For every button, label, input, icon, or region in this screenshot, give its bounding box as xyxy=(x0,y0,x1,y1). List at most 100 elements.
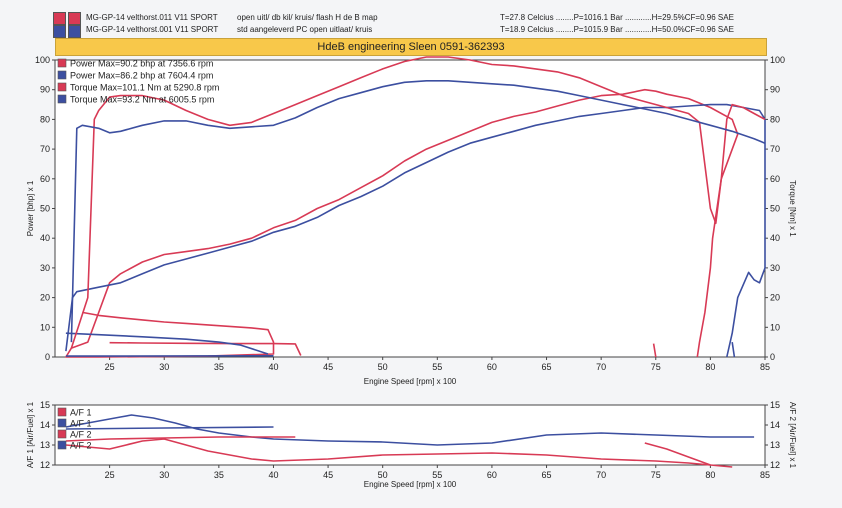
x-tick-label: 65 xyxy=(542,362,552,372)
y-left-tick-label: 12 xyxy=(40,460,50,470)
x-tick-label: 25 xyxy=(105,362,115,372)
y-left-tick-label: 13 xyxy=(40,440,50,450)
series-line-1-3 xyxy=(65,436,296,442)
legend-label: A/F 1 xyxy=(70,419,92,429)
x-tick-label: 85 xyxy=(760,470,770,480)
y-left-tick-label: 70 xyxy=(40,144,50,154)
x-tick-label: 50 xyxy=(378,362,388,372)
x-tick-label: 30 xyxy=(159,470,169,480)
y-right-tick-label: 13 xyxy=(770,440,780,450)
x-tick-label: 25 xyxy=(105,470,115,480)
y-left-tick-label: 40 xyxy=(40,233,50,243)
legend-swatch xyxy=(57,418,67,428)
series-line-1-1 xyxy=(65,426,274,430)
legend-label: A/F 2 xyxy=(70,441,92,451)
y-right-tick-label: 50 xyxy=(770,204,780,214)
y-right-axis-label: Torque [Nm] x 1 xyxy=(788,180,797,237)
legend-label: Power Max=90.2 bhp at 7356.6 rpm xyxy=(70,59,213,69)
y-left-tick-label: 90 xyxy=(40,85,50,95)
x-tick-label: 35 xyxy=(214,470,224,480)
y-left-tick-label: 15 xyxy=(40,400,50,410)
legend-label: Power Max=86.2 bhp at 7604.4 rpm xyxy=(70,71,213,81)
series-line-0-8 xyxy=(70,80,766,343)
x-tick-label: 50 xyxy=(378,470,388,480)
x-tick-label: 60 xyxy=(487,470,497,480)
x-tick-label: 35 xyxy=(214,362,224,372)
legend-swatch xyxy=(57,429,67,439)
y-right-tick-label: 60 xyxy=(770,174,780,184)
y-left-tick-label: 14 xyxy=(40,420,50,430)
x-tick-label: 30 xyxy=(159,362,169,372)
y-right-tick-label: 20 xyxy=(770,293,780,303)
y-left-tick-label: 50 xyxy=(40,204,50,214)
y-right-tick-label: 0 xyxy=(770,352,775,362)
y-right-tick-label: 40 xyxy=(770,233,780,243)
legend-swatch xyxy=(57,58,67,68)
legend-label: A/F 2 xyxy=(70,430,92,440)
y-right-tick-label: 14 xyxy=(770,420,780,430)
series-line-1-4 xyxy=(644,442,733,468)
y-left-axis-label: Power [bhp] x 1 xyxy=(26,180,35,236)
y-left-tick-label: 30 xyxy=(40,263,50,273)
x-axis-label: Engine Speed [rpm] x 100 xyxy=(364,480,457,489)
x-tick-label: 55 xyxy=(432,362,442,372)
run2-color-swatch-a xyxy=(53,25,66,38)
run2-description: std aangeleverd PC open uitlaat/ kruis xyxy=(237,25,373,34)
legend-label: A/F 1 xyxy=(70,408,92,418)
series-line-0-2 xyxy=(652,343,657,358)
run1-file-name: MG-GP-14 velthorst.011 V11 SPORT xyxy=(86,13,218,22)
y-left-tick-label: 0 xyxy=(45,352,50,362)
y-left-tick-label: 80 xyxy=(40,114,50,124)
x-tick-label: 55 xyxy=(432,470,442,480)
legend-label: Torque Max=101.1 Nm at 5290.8 rpm xyxy=(70,83,219,93)
x-tick-label: 75 xyxy=(651,470,661,480)
y-right-tick-label: 90 xyxy=(770,85,780,95)
x-tick-label: 85 xyxy=(760,362,770,372)
y-left-tick-label: 10 xyxy=(40,322,50,332)
x-tick-label: 60 xyxy=(487,362,497,372)
series-line-1-2 xyxy=(65,438,711,466)
y-right-tick-label: 15 xyxy=(770,400,780,410)
x-tick-label: 65 xyxy=(542,470,552,480)
y-left-tick-label: 20 xyxy=(40,293,50,303)
series-line-1-0 xyxy=(65,414,755,446)
series-line-0-7 xyxy=(70,56,766,349)
legend-swatch xyxy=(57,70,67,80)
series-line-0-0 xyxy=(65,88,739,358)
y-left-tick-label: 60 xyxy=(40,174,50,184)
run1-description: open uitl/ db kil/ kruis/ flash H de B m… xyxy=(237,13,378,22)
legend-swatch xyxy=(57,407,67,417)
legend-swatch xyxy=(57,440,67,450)
title-banner: HdeB engineering Sleen 0591-362393 xyxy=(55,38,767,56)
x-tick-label: 75 xyxy=(651,362,661,372)
run2-color-swatch-b xyxy=(68,25,81,38)
y-left-axis-label: A/F 1 [Air/Fuel] x 1 xyxy=(26,401,35,468)
y-right-tick-label: 12 xyxy=(770,460,780,470)
x-tick-label: 70 xyxy=(596,362,606,372)
x-tick-label: 80 xyxy=(705,470,715,480)
y-right-tick-label: 10 xyxy=(770,322,780,332)
x-tick-label: 80 xyxy=(705,362,715,372)
y-right-tick-label: 80 xyxy=(770,114,780,124)
legend-swatch xyxy=(57,94,67,104)
x-tick-label: 70 xyxy=(596,470,606,480)
run1-color-swatch-b xyxy=(68,12,81,25)
x-axis-label: Engine Speed [rpm] x 100 xyxy=(364,377,457,386)
y-right-axis-label: A/F 2 [Air/Fuel] x 1 xyxy=(788,402,797,469)
legend-label: Torque Max=93.2 Nm at 6005.5 rpm xyxy=(70,95,214,105)
y-right-tick-label: 100 xyxy=(770,55,785,65)
series-line-0-3 xyxy=(65,332,269,355)
x-tick-label: 40 xyxy=(268,362,278,372)
y-right-tick-label: 30 xyxy=(770,263,780,273)
x-tick-label: 45 xyxy=(323,470,333,480)
legend-swatch xyxy=(57,82,67,92)
x-tick-label: 45 xyxy=(323,362,333,372)
series-line-0-5 xyxy=(731,341,736,358)
run1-color-swatch-a xyxy=(53,12,66,25)
run2-conditions: T=18.9 Celcius ........P=1015.9 Bar ....… xyxy=(500,25,734,34)
y-right-tick-label: 70 xyxy=(770,144,780,154)
run2-file-name: MG-GP-14 velthorst.001 V11 SPORT xyxy=(86,25,219,34)
y-left-tick-label: 100 xyxy=(35,55,50,65)
run1-conditions: T=27.8 Celcius ........P=1016.1 Bar ....… xyxy=(500,13,734,22)
